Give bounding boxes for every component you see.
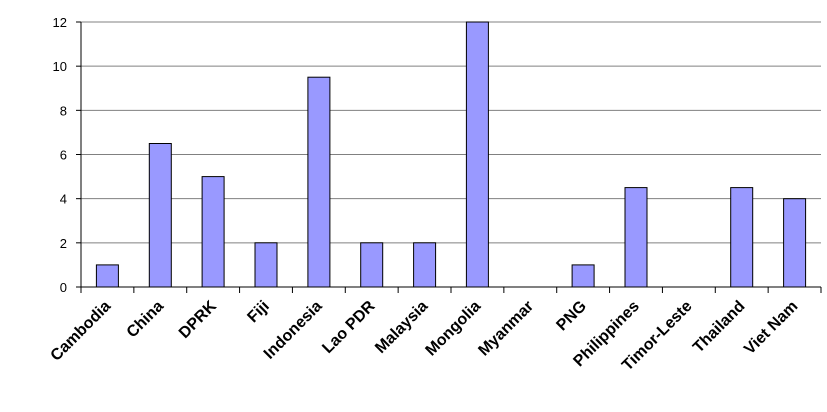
y-tick-label: 2	[60, 236, 67, 251]
bar-viet-nam	[783, 198, 807, 288]
y-tick-label: 4	[60, 192, 67, 207]
bars	[95, 21, 807, 288]
x-category-label: DPRK	[176, 297, 220, 341]
y-tick-label: 10	[53, 59, 67, 74]
x-category-label: Indonesia	[261, 298, 326, 363]
x-category-label: Cambodia	[48, 298, 115, 365]
bar-mongolia	[465, 21, 489, 288]
x-category-label: Lao PDR	[319, 297, 378, 356]
bar-indonesia	[307, 76, 331, 288]
bar-fiji	[254, 242, 278, 288]
y-tick-label: 8	[60, 103, 67, 118]
bar-china	[148, 143, 172, 288]
bar-png	[571, 264, 595, 288]
bar-thailand	[730, 187, 754, 288]
y-tick-label: 12	[53, 15, 67, 30]
x-category-label: Fiji	[244, 298, 272, 326]
x-category-label: Mongolia	[423, 298, 485, 360]
gridlines	[81, 21, 821, 244]
x-category-label: Myanmar	[475, 298, 537, 360]
x-category-label: China	[124, 298, 168, 342]
x-category-label: Viet Nam	[741, 298, 801, 358]
axes	[76, 21, 822, 293]
bar-philippines	[624, 187, 648, 288]
bar-cambodia	[95, 264, 119, 288]
bar-dprk	[201, 176, 225, 288]
x-category-label: Thailand	[690, 298, 749, 357]
y-tick-label: 6	[60, 148, 67, 163]
y-tick-label: 0	[60, 280, 67, 295]
x-category-label: PNG	[553, 298, 590, 335]
bar-lao-pdr	[360, 242, 384, 288]
bar-malaysia	[413, 242, 437, 288]
